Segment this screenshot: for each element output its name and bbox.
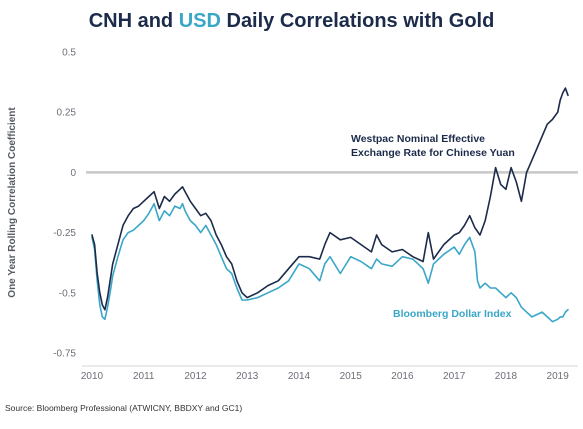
x-axis-ticks: 2010 2011 2012 2013 2014 2015 2016 2017 2018 2019 [81, 371, 569, 382]
source-note: Source: Bloomberg Professional (ATWICNY,… [5, 403, 243, 413]
cnh-series-label: Westpac Nominal Effective Exchange Rate … [351, 133, 515, 159]
usd-series-label: Bloomberg Dollar Index [393, 308, 512, 320]
usd-series-line [91, 202, 569, 323]
x-tick-label: 2010 [81, 371, 104, 382]
x-tick-label: 2016 [391, 371, 414, 382]
x-tick-label: 2012 [184, 371, 207, 382]
cnh-series-line [91, 87, 569, 311]
title-part-cnh: CNH [88, 10, 133, 32]
title-part-and: and [132, 10, 179, 32]
series-layer [91, 87, 569, 323]
y-axis-label: One Year Rolling Correlation Coefficient [7, 107, 18, 298]
y-tick-label: 0.5 [62, 48, 76, 59]
x-tick-label: 2019 [547, 371, 570, 382]
y-tick-label: -0.5 [59, 288, 77, 299]
y-tick-label: -0.25 [53, 228, 76, 239]
x-tick-label: 2017 [443, 371, 466, 382]
x-tick-label: 2011 [133, 371, 155, 382]
title-part-usd: USD [178, 10, 221, 32]
x-tick-label: 2015 [340, 371, 363, 382]
chart-title: CNH and USD Daily Correlations with Gold [0, 10, 583, 33]
x-tick-label: 2018 [495, 371, 518, 382]
x-tick-label: 2013 [236, 371, 259, 382]
y-tick-label: 0.25 [57, 108, 77, 119]
cnh-series-label-line-2: Exchange Rate for Chinese Yuan [351, 147, 515, 159]
y-tick-label: 0 [70, 168, 76, 179]
title-part-rest: Daily Correlations with Gold [220, 10, 495, 32]
x-tick-label: 2014 [288, 371, 311, 382]
cnh-series-label-line-1: Westpac Nominal Effective [351, 133, 485, 145]
y-axis-ticks: 0.5 0.25 0 -0.25 -0.5 -0.75 [53, 48, 76, 360]
y-tick-label: -0.75 [53, 349, 76, 360]
